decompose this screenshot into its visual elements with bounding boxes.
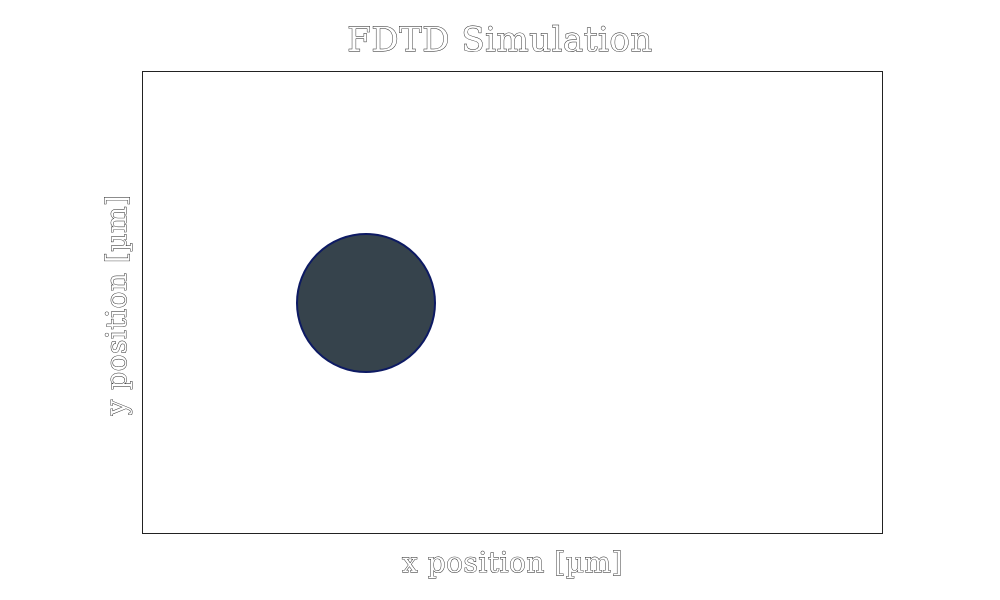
simulation-canvas bbox=[296, 233, 436, 373]
y-axis-label: y position [µm] bbox=[100, 194, 134, 416]
chart-title: FDTD Simulation bbox=[347, 20, 653, 61]
x-axis-label: x position [µm] bbox=[402, 546, 623, 580]
plot-area bbox=[142, 71, 883, 534]
scatterer-circle bbox=[296, 233, 436, 373]
